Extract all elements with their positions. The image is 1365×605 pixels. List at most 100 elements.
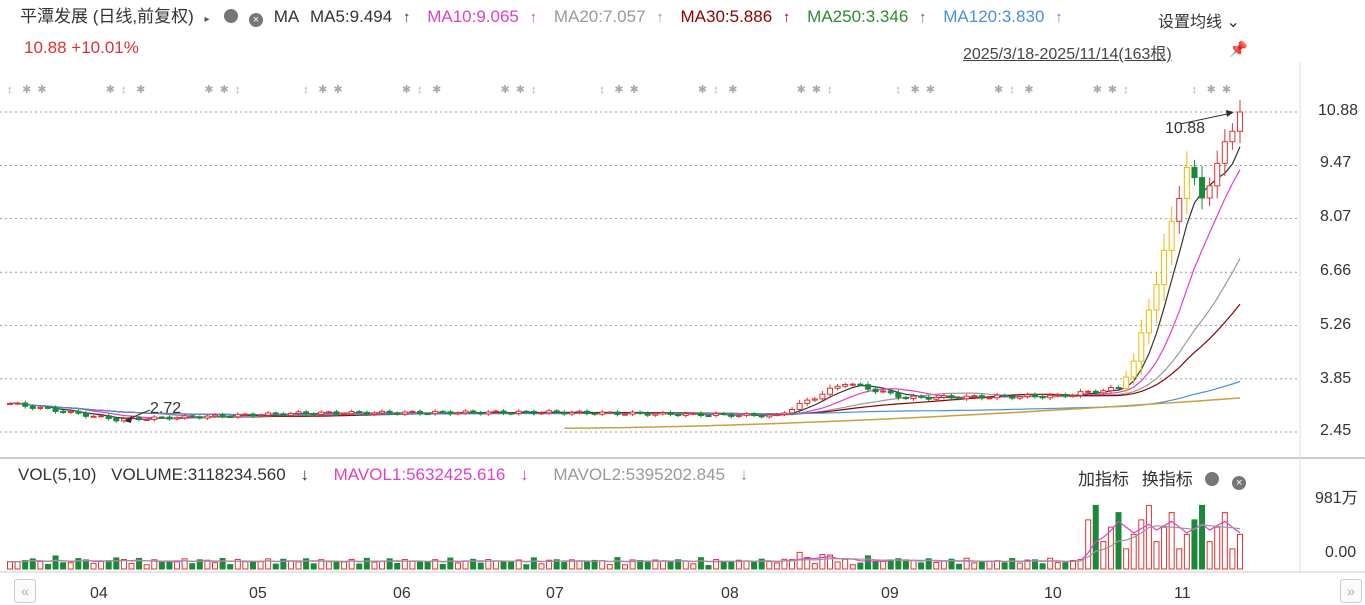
- candle-body: [622, 413, 628, 416]
- volume-bar: [1100, 541, 1107, 570]
- candle-body: [90, 415, 97, 418]
- volume-bar: [637, 559, 644, 570]
- volume-bar: [492, 560, 499, 570]
- volume-bar: [265, 558, 272, 570]
- expand-triangle-icon[interactable]: ▸: [204, 14, 210, 25]
- candle-body: [1214, 162, 1221, 187]
- volume-bar: [136, 557, 143, 570]
- candle-body: [325, 411, 332, 414]
- candle-body: [1161, 249, 1168, 286]
- gear-icon[interactable]: [224, 9, 239, 23]
- candle-body: [257, 414, 264, 417]
- volume-bar: [287, 560, 294, 570]
- volume-bar: [280, 558, 287, 570]
- candle-body: [530, 410, 537, 415]
- price-tick: 2.45: [1320, 422, 1352, 439]
- volume-bar: [333, 561, 340, 570]
- volume-bars: [7, 504, 1243, 570]
- candle-body: [303, 411, 310, 414]
- volume-bar: [925, 558, 932, 570]
- candle-body: [842, 384, 849, 387]
- volume-bar: [599, 560, 606, 570]
- volume-bar: [568, 559, 575, 570]
- month-label: 11: [1174, 585, 1191, 602]
- event-marker-icon: ↕: [417, 84, 423, 96]
- candlestick-series: [7, 100, 1243, 423]
- candle-body: [151, 416, 158, 420]
- date-range[interactable]: 2025/3/18-2025/11/14(163根): [963, 46, 1172, 63]
- candle-body: [849, 383, 856, 386]
- candle-body: [113, 417, 120, 422]
- volume-bar: [75, 558, 82, 570]
- candle-body: [318, 411, 325, 415]
- volume-bar: [728, 561, 735, 570]
- candle-body: [1191, 166, 1198, 179]
- volume-bar: [371, 561, 378, 570]
- volume-bar: [1145, 504, 1152, 570]
- ma30-line: [9, 303, 1241, 417]
- volume-bar: [515, 559, 522, 570]
- volume-bar: [690, 563, 697, 570]
- candle-body: [310, 412, 317, 415]
- volume-bar: [242, 561, 249, 570]
- candle-body: [22, 402, 29, 407]
- volume-bar: [1032, 559, 1038, 570]
- volume-bar: [978, 561, 985, 570]
- candle-body: [1047, 394, 1054, 399]
- candle-body: [940, 395, 947, 398]
- pin-icon[interactable]: 📌: [1229, 41, 1248, 58]
- volume-bar: [1039, 563, 1046, 570]
- ma5-label: MA5:9.494 ↑: [309, 7, 411, 26]
- ma120-label: MA120:3.830 ↑: [943, 7, 1063, 26]
- change-percent: +10.01%: [71, 38, 139, 57]
- ma10-line: [9, 169, 1241, 420]
- low-annotation: 2.72: [150, 400, 181, 417]
- volume-bar: [842, 558, 849, 570]
- volume-bar: [622, 564, 628, 570]
- add-indicator-button[interactable]: 加指标: [1078, 470, 1129, 489]
- volume-bar: [485, 559, 492, 570]
- ma10-label: MA10:9.065 ↑: [427, 7, 538, 26]
- candle-body: [1176, 197, 1183, 222]
- candle-body: [143, 418, 150, 421]
- volume-bar: [310, 563, 317, 570]
- stock-title[interactable]: 平潭发展 (日线,前复权): [20, 7, 194, 26]
- candle-body: [98, 415, 105, 418]
- switch-indicator-button[interactable]: 换指标: [1141, 470, 1193, 489]
- volume-bar: [789, 559, 796, 570]
- close-icon[interactable]: ×: [1232, 476, 1247, 490]
- volume-bar: [1161, 526, 1168, 570]
- candle-body: [1069, 394, 1076, 397]
- candle-body: [14, 402, 21, 405]
- volume-bar: [872, 561, 879, 570]
- candle-body: [758, 414, 765, 418]
- volume-bar: [1214, 526, 1221, 570]
- scroll-right-button[interactable]: »: [1340, 579, 1362, 603]
- month-label: 07: [546, 585, 564, 602]
- volume-bar: [918, 562, 925, 570]
- volume-bar: [948, 558, 955, 570]
- volume-bar: [90, 562, 97, 570]
- price-tick: 3.85: [1320, 370, 1352, 387]
- event-marker-icon: ✱: [318, 84, 327, 96]
- scroll-left-button[interactable]: «: [14, 579, 36, 603]
- volume-bar: [67, 562, 74, 570]
- volume-bar: [644, 561, 651, 570]
- high-annotation: 10.88: [1165, 120, 1205, 137]
- candle-body: [462, 410, 469, 414]
- candle-body: [781, 412, 788, 415]
- gear-icon[interactable]: [1205, 472, 1220, 486]
- close-icon[interactable]: ×: [249, 13, 264, 27]
- price-tick: 6.66: [1320, 262, 1352, 279]
- volume-bar: [1069, 559, 1076, 570]
- set-ma-button[interactable]: 设置均线 ⌄: [1158, 14, 1240, 31]
- candle-body: [265, 412, 272, 416]
- volume-bar: [1130, 533, 1137, 570]
- volume-bar: [697, 557, 704, 570]
- vol-name[interactable]: VOL(5,10): [18, 465, 97, 484]
- candle-body: [1183, 166, 1190, 199]
- volume-bar: [561, 562, 568, 570]
- volume-bar: [500, 561, 507, 570]
- candle-body: [751, 413, 758, 416]
